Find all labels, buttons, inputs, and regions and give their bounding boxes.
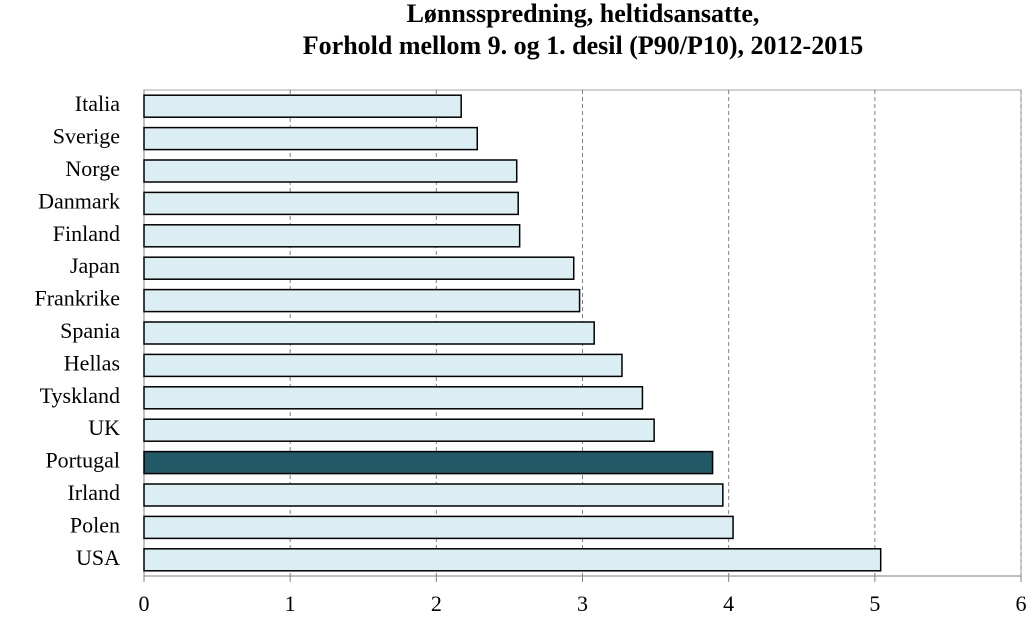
y-tick-label: Spania xyxy=(60,318,120,343)
bar xyxy=(143,191,519,216)
x-tick-label: 1 xyxy=(285,591,296,616)
bar xyxy=(143,450,714,475)
bar xyxy=(143,418,655,442)
y-tick-label: USA xyxy=(76,545,120,570)
bar xyxy=(143,515,734,540)
bar xyxy=(143,548,882,572)
bar xyxy=(143,483,724,507)
y-tick-label: UK xyxy=(88,415,120,440)
bar xyxy=(143,353,623,378)
chart-title: Forhold mellom 9. og 1. desil (P90/P10),… xyxy=(303,31,863,60)
y-tick-label: Tyskland xyxy=(40,383,120,408)
y-tick-label: Italia xyxy=(75,91,120,116)
x-tick-label: 2 xyxy=(431,591,442,616)
bar xyxy=(143,94,462,118)
bar xyxy=(143,288,581,313)
x-tick-label: 4 xyxy=(723,591,734,616)
bar xyxy=(143,224,521,248)
bar xyxy=(143,126,479,151)
y-tick-label: Japan xyxy=(70,253,120,278)
bar xyxy=(143,321,595,345)
y-tick-label: Finland xyxy=(53,221,120,246)
y-tick-label: Danmark xyxy=(38,188,120,213)
x-tick-label: 3 xyxy=(577,591,588,616)
x-tick-label: 5 xyxy=(869,591,880,616)
x-tick-label: 6 xyxy=(1016,591,1027,616)
chart-title: Lønnsspredning, heltidsansatte, xyxy=(407,0,760,28)
y-tick-label: Hellas xyxy=(64,350,120,375)
y-tick-label: Polen xyxy=(70,512,120,537)
y-tick-label: Portugal xyxy=(45,448,120,473)
bar xyxy=(143,159,518,183)
x-tick-label: 0 xyxy=(139,591,150,616)
y-tick-label: Sverige xyxy=(53,124,120,149)
y-tick-label: Irland xyxy=(67,480,120,505)
y-tick-label: Norge xyxy=(65,156,120,181)
bar xyxy=(143,386,644,410)
y-tick-label: Frankrike xyxy=(34,286,120,311)
bar xyxy=(143,256,575,280)
